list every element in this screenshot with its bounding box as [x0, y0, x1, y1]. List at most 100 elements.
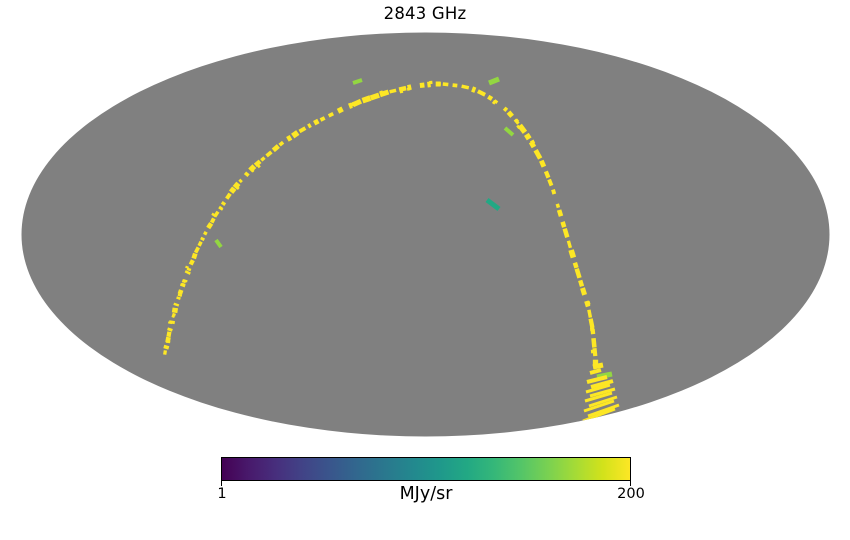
- scan-track-segment: [209, 217, 216, 224]
- scan-track-segment: [591, 337, 597, 348]
- scan-track-segment: [584, 300, 591, 308]
- scan-track-segment: [176, 296, 181, 300]
- scan-track-segment: [200, 236, 205, 242]
- scan-track-segment: [163, 350, 168, 355]
- scan-track-segment: [556, 209, 564, 217]
- scan-track-segment: [524, 132, 532, 141]
- scan-track-segment: [238, 178, 243, 184]
- scan-track-segment: [211, 212, 217, 218]
- scan-track-segment: [167, 327, 173, 332]
- scan-track-segment: [197, 240, 203, 247]
- scan-track-segment: [399, 88, 404, 94]
- scan-track-segment: [452, 83, 458, 88]
- scan-track-segment: [514, 118, 520, 124]
- scan-track-segment: [256, 163, 261, 169]
- scan-track-segment: [253, 159, 262, 168]
- scan-track-segment: [186, 267, 192, 272]
- scan-track-segment: [188, 259, 195, 266]
- colorbar-min-label: 1: [217, 486, 227, 502]
- scan-track-segment: [173, 302, 180, 307]
- scan-track-segment: [574, 268, 582, 279]
- scan-track-segment: [260, 156, 266, 162]
- scan-track-segment: [572, 262, 579, 269]
- scan-track-segment: [225, 192, 232, 200]
- sky-background-ellipse: [21, 32, 830, 437]
- scan-track-segment: [327, 111, 335, 118]
- scan-track-segment: [348, 102, 353, 109]
- scan-track-segment: [177, 289, 184, 295]
- scan-track-segment: [286, 134, 293, 142]
- scan-track-segment: [177, 293, 183, 297]
- colorbar-tick-max: [630, 481, 631, 486]
- scan-track-group: [163, 76, 621, 427]
- scan-track-segment: [182, 279, 188, 283]
- sky-map-svg: [21, 32, 830, 437]
- scan-track-segment: [250, 168, 255, 173]
- scan-track-segment: [171, 314, 175, 318]
- scan-track-segment: [166, 331, 172, 338]
- scan-track-segment: [529, 139, 536, 145]
- scan-track-segment: [369, 92, 380, 101]
- scan-track-segment: [234, 185, 240, 191]
- scan-track-segment: [491, 99, 497, 105]
- scan-track-segment: [547, 178, 554, 187]
- scan-track-segment: [389, 88, 397, 94]
- scan-track-segment: [163, 344, 170, 350]
- scan-track-segment: [206, 222, 214, 230]
- colorbar-max-label: 200: [617, 486, 645, 502]
- scan-track-segment: [586, 300, 591, 306]
- scan-track-segment: [191, 252, 198, 260]
- scan-track-segment: [476, 89, 487, 97]
- scan-track-segment: [278, 140, 285, 147]
- scan-track-accents: [214, 76, 515, 249]
- scan-track-segment: [562, 227, 570, 238]
- sky-map-mollweide: [21, 32, 830, 437]
- scan-track-segment: [551, 189, 557, 195]
- scan-track-segment: [406, 87, 411, 91]
- scan-track-segment: [379, 89, 390, 98]
- scan-track-segment: [271, 144, 280, 153]
- page-title: 2843 GHz: [383, 4, 467, 23]
- scan-track-segment: [461, 84, 470, 90]
- scan-track-segment: [291, 130, 300, 139]
- scan-track-segment: [442, 82, 449, 87]
- scan-track-segment: [185, 265, 189, 269]
- scan-track-segment: [539, 159, 547, 168]
- scan-track-segment: [587, 309, 593, 318]
- scan-track-segment: [502, 106, 509, 113]
- scan-track-segment: [516, 124, 521, 130]
- scan-track-segment: [543, 170, 551, 179]
- scan-track-segment: [220, 201, 227, 206]
- scan-track-segment: [350, 101, 356, 107]
- scan-track-segment: [379, 90, 384, 95]
- scan-track-segment: [307, 123, 312, 129]
- scan-track-segment: [506, 110, 514, 118]
- scan-track-segment: [243, 171, 250, 178]
- scan-track-segment: [218, 206, 224, 211]
- colorbar-unit-label: MJy/sr: [399, 484, 453, 504]
- scan-track-segment: [517, 123, 528, 134]
- colorbar: 1 200 MJy/sr: [217, 457, 645, 504]
- scan-track-segment: [578, 279, 585, 288]
- scan-track-segment: [566, 240, 573, 249]
- scan-track-segment: [568, 249, 577, 259]
- scan-track-segment: [265, 150, 273, 158]
- scan-track-segment: [184, 270, 191, 275]
- scan-track-segment: [533, 149, 543, 160]
- scan-track-segment: [171, 307, 179, 314]
- scan-track-segment: [298, 126, 307, 134]
- scan-track-segment: [361, 95, 372, 104]
- scan-track-segment: [181, 282, 186, 286]
- scan-track-segment: [580, 287, 587, 296]
- scan-track-segment: [193, 246, 200, 254]
- scan-track-segment: [228, 186, 237, 194]
- scan-track-segment: [419, 82, 425, 89]
- scan-track-segment: [313, 118, 320, 126]
- scan-track-segment: [555, 203, 561, 209]
- scan-track-tangle: [582, 362, 621, 427]
- colorbar-tick-min: [221, 481, 222, 486]
- scan-track-segment: [471, 86, 477, 93]
- scan-track-dashes: [163, 80, 599, 366]
- scan-track-segment: [203, 230, 208, 236]
